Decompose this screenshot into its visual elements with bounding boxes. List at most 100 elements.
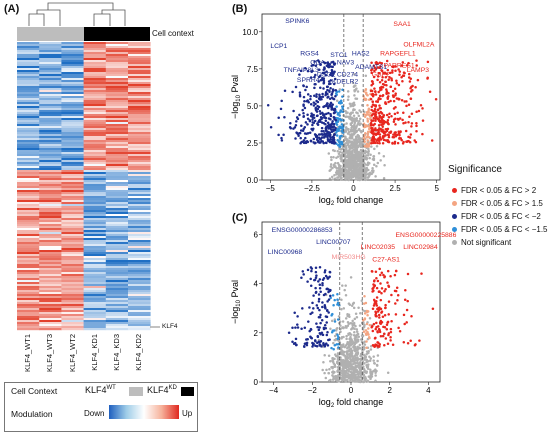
- data-point: [341, 320, 345, 323]
- data-point: [366, 380, 370, 383]
- data-point: [364, 379, 367, 383]
- data-point: [349, 337, 353, 341]
- heatmap-cell: [128, 92, 151, 95]
- data-point: [301, 108, 304, 112]
- heatmap-cell: [128, 246, 151, 249]
- heatmap-cell: [105, 212, 129, 215]
- data-point: [380, 79, 384, 82]
- heatmap-cell: [39, 102, 62, 105]
- heatmap-cell: [61, 154, 84, 157]
- data-point: [386, 320, 390, 324]
- heatmap-cell: [128, 54, 151, 57]
- data-point: [389, 99, 392, 103]
- data-point: [364, 87, 368, 91]
- heatmap-cell: [83, 60, 107, 63]
- data-point: [392, 99, 396, 103]
- data-point: [365, 340, 368, 343]
- data-point: [415, 121, 418, 125]
- heatmap-cell: [83, 82, 107, 85]
- data-point: [381, 94, 385, 97]
- heatmap-cell: [39, 310, 62, 313]
- data-point: [280, 136, 283, 140]
- data-point: [385, 323, 389, 327]
- data-point: [378, 61, 382, 64]
- heatmap-cell: [83, 84, 107, 87]
- heatmap-cell: [105, 98, 129, 101]
- heatmap-cell: [17, 284, 40, 287]
- data-point: [375, 363, 379, 367]
- heatmap-cell: [17, 164, 40, 167]
- heatmap-cell: [83, 158, 107, 161]
- heatmap-cell: [17, 290, 40, 293]
- heatmap-cell: [83, 124, 107, 127]
- data-point: [388, 131, 391, 134]
- data-point: [306, 69, 310, 73]
- heatmap-cell: [17, 118, 40, 121]
- data-point: [386, 68, 390, 72]
- data-point: [318, 137, 322, 141]
- data-point: [407, 103, 411, 106]
- heatmap-cell: [17, 104, 40, 107]
- data-point: [345, 337, 348, 341]
- heatmap-cell: [105, 250, 129, 253]
- heatmap-cell: [83, 250, 107, 253]
- data-point: [406, 272, 410, 276]
- heatmap-cell: [61, 268, 84, 271]
- data-point: [312, 137, 316, 141]
- data-point: [329, 155, 333, 159]
- data-point: [401, 118, 404, 122]
- heatmap-cell: [61, 192, 84, 195]
- data-point: [387, 284, 390, 287]
- heatmap-cell: [61, 262, 84, 265]
- data-point: [374, 379, 377, 383]
- heatmap-cell: [17, 270, 40, 273]
- heatmap-cell: [39, 246, 62, 249]
- data-point: [352, 138, 356, 141]
- heatmap-cell: [17, 204, 40, 207]
- data-point: [363, 140, 366, 144]
- data-point: [356, 373, 360, 376]
- heatmap-cell: [128, 294, 151, 297]
- heatmap-cell: [39, 252, 62, 255]
- heatmap-cell: [83, 286, 107, 289]
- heatmap-cell: [39, 190, 62, 193]
- data-point: [342, 354, 345, 357]
- heatmap-cell: [17, 194, 40, 197]
- data-point: [410, 122, 414, 125]
- heatmap-cell: [83, 88, 107, 91]
- axis-ticks: −5 −2.5 0 2.5 50.02.55.07.510.0: [242, 28, 439, 193]
- heatmap-cell: [39, 274, 62, 277]
- heatmap-cell: [128, 172, 151, 175]
- heatmap-cell: [17, 172, 40, 175]
- heatmap-cell: [105, 148, 129, 151]
- data-point: [299, 136, 302, 140]
- data-point: [333, 63, 336, 66]
- heatmap-cell: [128, 232, 151, 235]
- data-point: [415, 124, 418, 128]
- heatmap-cell: [83, 162, 107, 165]
- y-tick-label: 2: [254, 329, 259, 338]
- heatmap-cell: [83, 304, 107, 307]
- data-point: [280, 99, 283, 103]
- data-point: [338, 114, 341, 117]
- heatmap-cell: [17, 114, 40, 117]
- heatmap-cell: [17, 220, 40, 223]
- data-point: [295, 120, 298, 123]
- heatmap-cell: [105, 262, 129, 265]
- legend-wt-swatch: [129, 387, 143, 396]
- heatmap-cell: [17, 140, 40, 143]
- data-point: [324, 61, 327, 65]
- heatmap-cell: [17, 218, 40, 221]
- data-point: [386, 133, 390, 136]
- heatmap-cell: [105, 302, 129, 305]
- heatmap-cell: [128, 214, 151, 217]
- data-point: [372, 355, 375, 358]
- data-point: [378, 81, 382, 84]
- data-point: [330, 130, 334, 133]
- data-point: [341, 326, 345, 329]
- heatmap-cell: [61, 170, 84, 173]
- cell-context-wt-bar: [17, 27, 84, 41]
- heatmap-cell: [105, 164, 129, 167]
- data-point: [384, 102, 388, 106]
- heatmap-cell: [128, 162, 151, 165]
